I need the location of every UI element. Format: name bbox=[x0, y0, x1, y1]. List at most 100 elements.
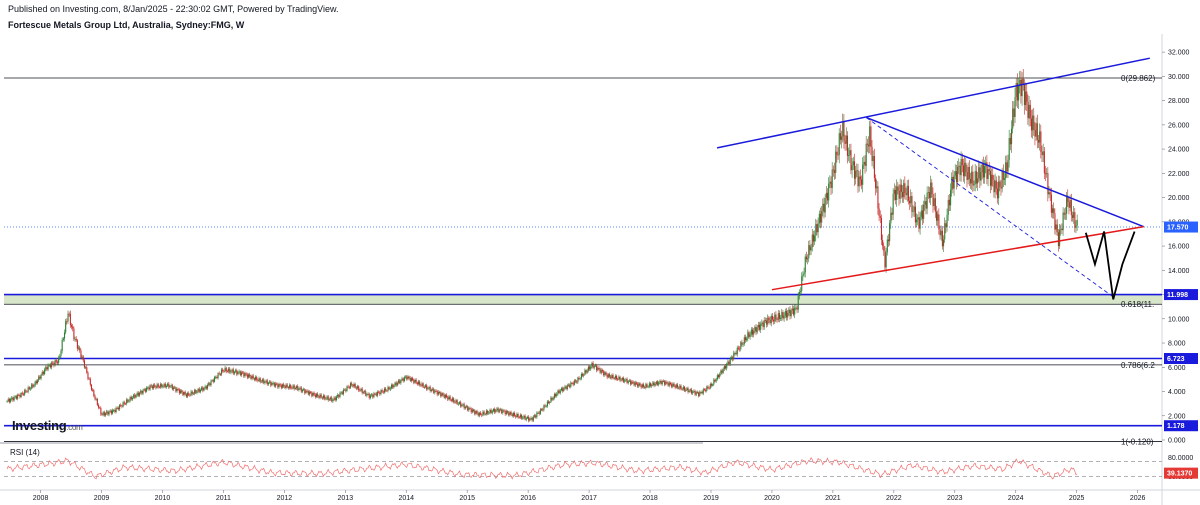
candle-body bbox=[167, 383, 169, 386]
candle-body bbox=[994, 180, 996, 193]
candle bbox=[680, 384, 682, 391]
candle-body bbox=[120, 405, 122, 406]
candle bbox=[987, 165, 989, 187]
candle-body bbox=[966, 172, 968, 180]
candle-body bbox=[923, 204, 925, 219]
candle-body bbox=[162, 386, 164, 388]
candle bbox=[916, 213, 918, 228]
candle bbox=[169, 385, 171, 389]
candle-body bbox=[419, 381, 421, 385]
candle bbox=[808, 240, 810, 263]
candle-body bbox=[739, 348, 741, 350]
candle-body bbox=[1050, 194, 1052, 213]
candle bbox=[665, 380, 667, 386]
candle-body bbox=[891, 212, 893, 215]
candle-body bbox=[102, 412, 104, 415]
candle bbox=[451, 396, 454, 403]
candle bbox=[82, 355, 84, 363]
candle bbox=[824, 194, 826, 218]
candle-body bbox=[182, 391, 184, 395]
candle bbox=[27, 385, 29, 394]
candle-body bbox=[924, 201, 926, 205]
candle bbox=[569, 383, 571, 389]
candle bbox=[44, 367, 46, 376]
candle-body bbox=[783, 315, 785, 319]
candle bbox=[56, 360, 59, 365]
candle-body bbox=[804, 256, 806, 273]
candle bbox=[689, 388, 691, 393]
candle bbox=[203, 387, 205, 392]
candle-body bbox=[959, 165, 961, 176]
candle-body bbox=[112, 410, 114, 414]
candle-body bbox=[393, 385, 395, 388]
candle bbox=[137, 391, 139, 397]
candle bbox=[65, 318, 67, 335]
candle-body bbox=[304, 389, 306, 394]
candle-body bbox=[682, 386, 684, 390]
candle-body bbox=[657, 381, 659, 385]
candle bbox=[729, 356, 731, 366]
candle bbox=[853, 153, 856, 186]
candle bbox=[419, 380, 421, 387]
candle-body bbox=[229, 368, 231, 373]
candle-body bbox=[624, 380, 626, 382]
candle-body bbox=[99, 407, 101, 409]
candle bbox=[187, 391, 189, 399]
candle-body bbox=[514, 413, 516, 416]
candle-body bbox=[579, 378, 581, 380]
candle bbox=[46, 365, 48, 372]
candle bbox=[498, 408, 500, 414]
candle bbox=[155, 385, 157, 390]
candle bbox=[371, 392, 373, 397]
candle-body bbox=[517, 414, 519, 418]
candle-body bbox=[507, 411, 509, 413]
candle-body bbox=[919, 216, 921, 229]
candle bbox=[308, 390, 311, 397]
candle bbox=[880, 214, 883, 246]
y-tick-label-8: 16.000 bbox=[1168, 244, 1190, 251]
candle bbox=[388, 386, 390, 391]
candle bbox=[313, 391, 315, 397]
candle-body bbox=[454, 401, 456, 403]
candle bbox=[818, 210, 820, 228]
candle bbox=[63, 329, 66, 342]
candle-body bbox=[286, 384, 288, 388]
candle bbox=[259, 377, 261, 384]
candle-body bbox=[913, 206, 915, 212]
candle-body bbox=[613, 377, 615, 379]
candle-body bbox=[362, 392, 364, 394]
candle bbox=[546, 400, 548, 408]
candle-body bbox=[106, 411, 108, 414]
candle-body bbox=[749, 334, 751, 337]
candle bbox=[218, 371, 220, 376]
candle-body bbox=[789, 309, 791, 317]
candle bbox=[499, 407, 502, 412]
candle bbox=[14, 395, 16, 399]
candle bbox=[633, 381, 635, 387]
candle-body bbox=[545, 406, 547, 407]
candle bbox=[1041, 145, 1043, 162]
candle bbox=[237, 370, 239, 376]
candle bbox=[398, 378, 400, 385]
candle bbox=[1008, 129, 1010, 168]
candle bbox=[190, 389, 192, 397]
candle-body bbox=[655, 381, 657, 384]
candle-body bbox=[115, 407, 117, 412]
candle bbox=[250, 374, 252, 380]
candle bbox=[54, 358, 56, 367]
candle-body bbox=[113, 410, 115, 411]
candle-body bbox=[760, 323, 762, 330]
candle bbox=[719, 372, 721, 379]
candle bbox=[528, 415, 530, 423]
candle-body bbox=[320, 394, 322, 398]
candle bbox=[123, 400, 125, 406]
candle bbox=[737, 345, 740, 351]
candle bbox=[264, 380, 266, 385]
candle bbox=[355, 386, 357, 391]
candle bbox=[413, 378, 415, 385]
candle-body bbox=[462, 404, 464, 406]
candle bbox=[979, 162, 981, 189]
candle bbox=[597, 366, 599, 372]
candle-body bbox=[848, 155, 850, 157]
